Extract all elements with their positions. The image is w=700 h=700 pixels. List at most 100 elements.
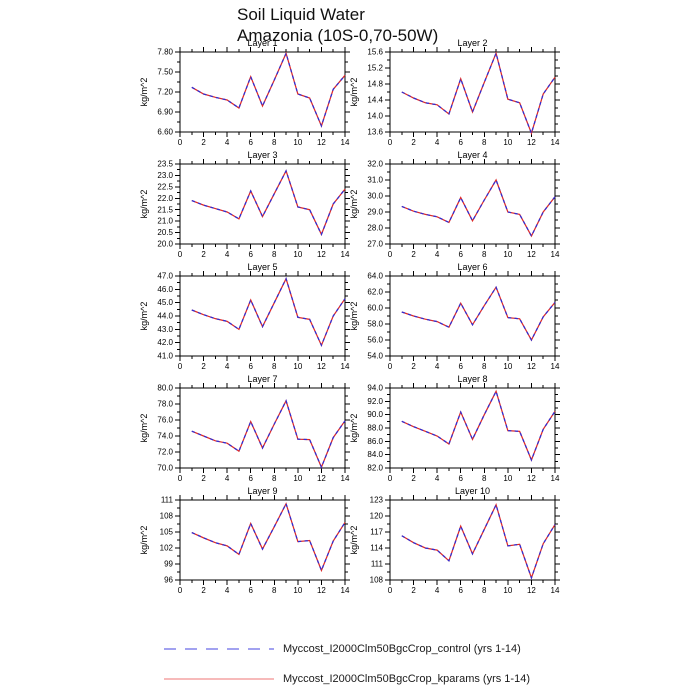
subplot-layer-4: 0 2 4 6 8 10 12 14 27.0 28.0 29.0 30.0 31.0 32.0 Layer… [349, 150, 560, 259]
x-tick-label: 4 [435, 250, 440, 259]
x-tick-label: 4 [435, 362, 440, 371]
x-tick-label: 4 [225, 250, 230, 259]
x-tick-label: 4 [225, 474, 230, 483]
control-line [401, 178, 556, 238]
x-tick-label: 10 [293, 362, 302, 371]
x-tick-label: 12 [317, 362, 326, 371]
kparams-line [401, 178, 556, 238]
subplot-layer-1: 0 2 4 6 8 10 12 14 6.60 6.90 7.20 7.50 7.80 Layer 1 kg… [139, 38, 350, 147]
x-tick-label: 6 [458, 586, 463, 595]
plot-box [389, 51, 556, 133]
x-tick-label: 10 [293, 474, 302, 483]
x-tick-label: 4 [225, 586, 230, 595]
plot-box [179, 387, 346, 469]
legend-solid-line-sample [164, 678, 274, 680]
x-tick-label: 8 [482, 362, 487, 371]
y-tick-label: 120 [370, 512, 384, 521]
figure-title-line1: Soil Liquid Water [237, 5, 365, 24]
x-tick-label: 6 [248, 586, 253, 595]
x-tick-label: 12 [317, 138, 326, 147]
y-tick-label: 90.0 [367, 410, 383, 419]
x-tick-label: 12 [527, 250, 536, 259]
control-line [191, 399, 346, 469]
subplot-layer-2: 0 2 4 6 8 10 12 14 13.6 14.0 14.4 14.8 15.2 15.6 Layer… [349, 38, 560, 147]
x-tick-label: 0 [388, 250, 393, 259]
control-line [191, 276, 346, 347]
y-tick-label: 23.5 [157, 160, 173, 169]
subplot-title: Layer 6 [457, 262, 487, 272]
x-tick-label: 14 [551, 138, 560, 147]
y-tick-label: 43.0 [157, 325, 173, 334]
x-tick-label: 0 [388, 586, 393, 595]
plot-box [389, 163, 556, 245]
x-tick-label: 0 [388, 474, 393, 483]
x-tick-label: 8 [272, 250, 277, 259]
y-tick-label: 15.2 [367, 64, 383, 73]
y-tick-label: 108 [160, 512, 174, 521]
y-tick-label: 82.0 [367, 464, 383, 473]
x-tick-label: 6 [458, 362, 463, 371]
y-tick-label: 7.80 [157, 48, 173, 57]
y-tick-label: 94.0 [367, 384, 383, 393]
subplot-layer-8: 0 2 4 6 8 10 12 14 82.0 84.0 86.0 88.0 90.0 92.0 94.0 L… [349, 374, 560, 483]
y-axis-label: kg/m^2 [139, 302, 149, 331]
control-line [401, 389, 556, 462]
x-tick-label: 0 [178, 250, 183, 259]
x-tick-label: 2 [411, 362, 416, 371]
x-tick-label: 6 [248, 474, 253, 483]
kparams-line [401, 51, 556, 136]
x-tick-label: 4 [435, 138, 440, 147]
y-tick-label: 111 [371, 560, 384, 569]
legend-dashed-line-sample [164, 648, 274, 650]
x-tick-label: 6 [248, 138, 253, 147]
subplot-title: Layer 8 [457, 374, 487, 384]
x-tick-label: 12 [317, 586, 326, 595]
y-tick-label: 78.0 [157, 400, 173, 409]
y-tick-label: 92.0 [367, 397, 383, 406]
y-tick-label: 99 [164, 560, 173, 569]
subplot-layer-6: 0 2 4 6 8 10 12 14 54.0 56.0 58.0 60.0 62.0 64.0 Layer… [349, 262, 560, 371]
y-tick-label: 64.0 [367, 272, 383, 281]
control-line [401, 285, 556, 342]
x-tick-label: 10 [293, 250, 302, 259]
subplot-title: Layer 7 [247, 374, 277, 384]
y-tick-label: 28.0 [367, 224, 383, 233]
y-axis-label: kg/m^2 [139, 78, 149, 107]
x-tick-label: 2 [201, 586, 206, 595]
y-tick-label: 96 [164, 576, 173, 585]
subplot-title: Layer 3 [247, 150, 277, 160]
y-tick-label: 20.5 [157, 228, 173, 237]
x-tick-label: 8 [482, 250, 487, 259]
x-tick-label: 10 [503, 586, 512, 595]
kparams-line [401, 389, 556, 462]
y-axis-label: kg/m^2 [349, 78, 359, 107]
x-tick-label: 10 [503, 250, 512, 259]
y-tick-label: 80.0 [157, 384, 173, 393]
y-tick-label: 72.0 [157, 448, 173, 457]
y-tick-label: 30.0 [367, 192, 383, 201]
y-tick-label: 7.20 [157, 88, 173, 97]
y-tick-label: 108 [370, 576, 384, 585]
y-axis-label: kg/m^2 [349, 526, 359, 555]
y-tick-label: 74.0 [157, 432, 173, 441]
plot-box [179, 51, 346, 133]
y-tick-label: 6.90 [157, 108, 173, 117]
y-tick-label: 14.8 [367, 80, 383, 89]
x-tick-label: 12 [527, 586, 536, 595]
x-tick-label: 6 [458, 250, 463, 259]
subplot-title: Layer 1 [247, 38, 277, 48]
y-tick-label: 42.0 [157, 338, 173, 347]
y-tick-label: 62.0 [367, 288, 383, 297]
x-tick-label: 12 [527, 138, 536, 147]
subplot-layer-7: 0 2 4 6 8 10 12 14 70.0 72.0 74.0 76.0 78.0 80.0 Layer… [139, 374, 350, 483]
legend-label-kparams: Myccost_I2000Clm50BgcCrop_kparams (yrs 1… [283, 673, 530, 685]
x-tick-label: 14 [551, 362, 560, 371]
y-tick-label: 111 [161, 496, 174, 505]
x-tick-label: 14 [341, 586, 350, 595]
x-tick-label: 4 [225, 138, 230, 147]
subplot-layer-9: 0 2 4 6 8 10 12 14 96 99 102 105 108 111 Layer 9 kg/m^2 [139, 486, 350, 595]
x-tick-label: 12 [527, 362, 536, 371]
x-tick-label: 14 [551, 586, 560, 595]
y-tick-label: 29.0 [367, 208, 383, 217]
x-tick-label: 10 [503, 138, 512, 147]
